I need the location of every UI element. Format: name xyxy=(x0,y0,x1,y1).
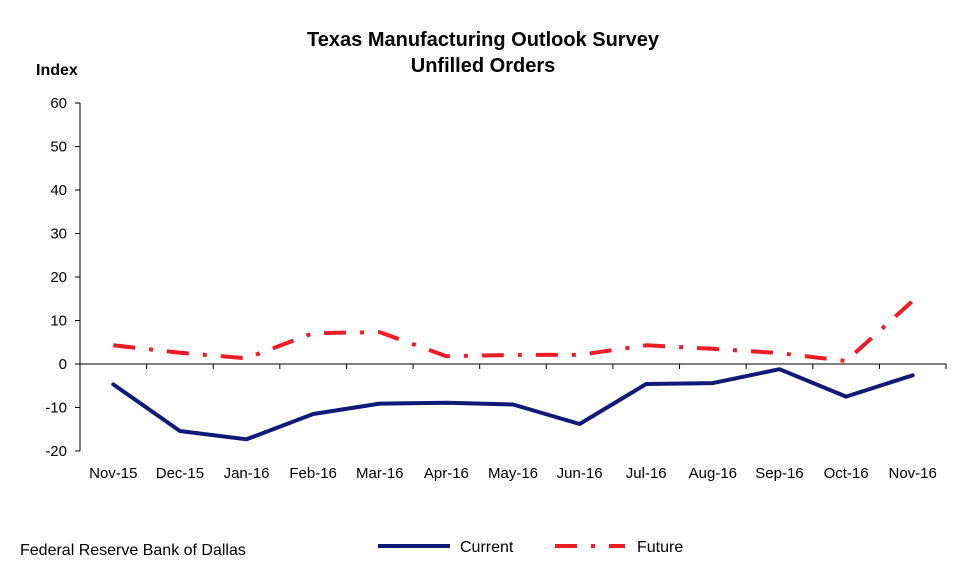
x-tick-label: Sep-16 xyxy=(755,465,803,482)
series-line-future xyxy=(113,299,915,363)
x-tick-label: Mar-16 xyxy=(356,465,404,482)
x-tick-label: Jun-16 xyxy=(557,465,603,482)
y-axis-label: Index xyxy=(36,62,78,79)
y-tick-label: 10 xyxy=(50,313,67,330)
x-tick-label: Nov-16 xyxy=(889,465,937,482)
x-tick-label: Aug-16 xyxy=(689,465,737,482)
x-tick-label: Feb-16 xyxy=(289,465,337,482)
x-tick-label: May-16 xyxy=(488,465,538,482)
y-tick-label: 50 xyxy=(50,139,67,156)
x-tick-label: Nov-15 xyxy=(89,465,137,482)
x-tick-label: Oct-16 xyxy=(824,465,869,482)
y-tick-label: 30 xyxy=(50,226,67,243)
y-tick-label: -20 xyxy=(45,443,67,460)
legend-label-future: Future xyxy=(637,539,683,556)
y-tick-label: 40 xyxy=(50,182,67,199)
x-tick-label: Jan-16 xyxy=(224,465,270,482)
legend-label-current: Current xyxy=(460,539,514,556)
chart-subtitle: Unfilled Orders xyxy=(410,55,556,77)
y-tick-label: 60 xyxy=(50,95,67,112)
series-line-current xyxy=(111,367,915,442)
source-note: Federal Reserve Bank of Dallas xyxy=(20,542,246,559)
y-tick-label: -10 xyxy=(45,400,67,417)
y-tick-label: 20 xyxy=(50,269,67,286)
chart-title: Texas Manufacturing Outlook Survey xyxy=(307,29,659,51)
x-tick-label: Jul-16 xyxy=(626,465,667,482)
x-tick-label: Apr-16 xyxy=(424,465,469,482)
x-tick-label: Dec-15 xyxy=(156,465,204,482)
y-tick-label: 0 xyxy=(59,356,67,373)
